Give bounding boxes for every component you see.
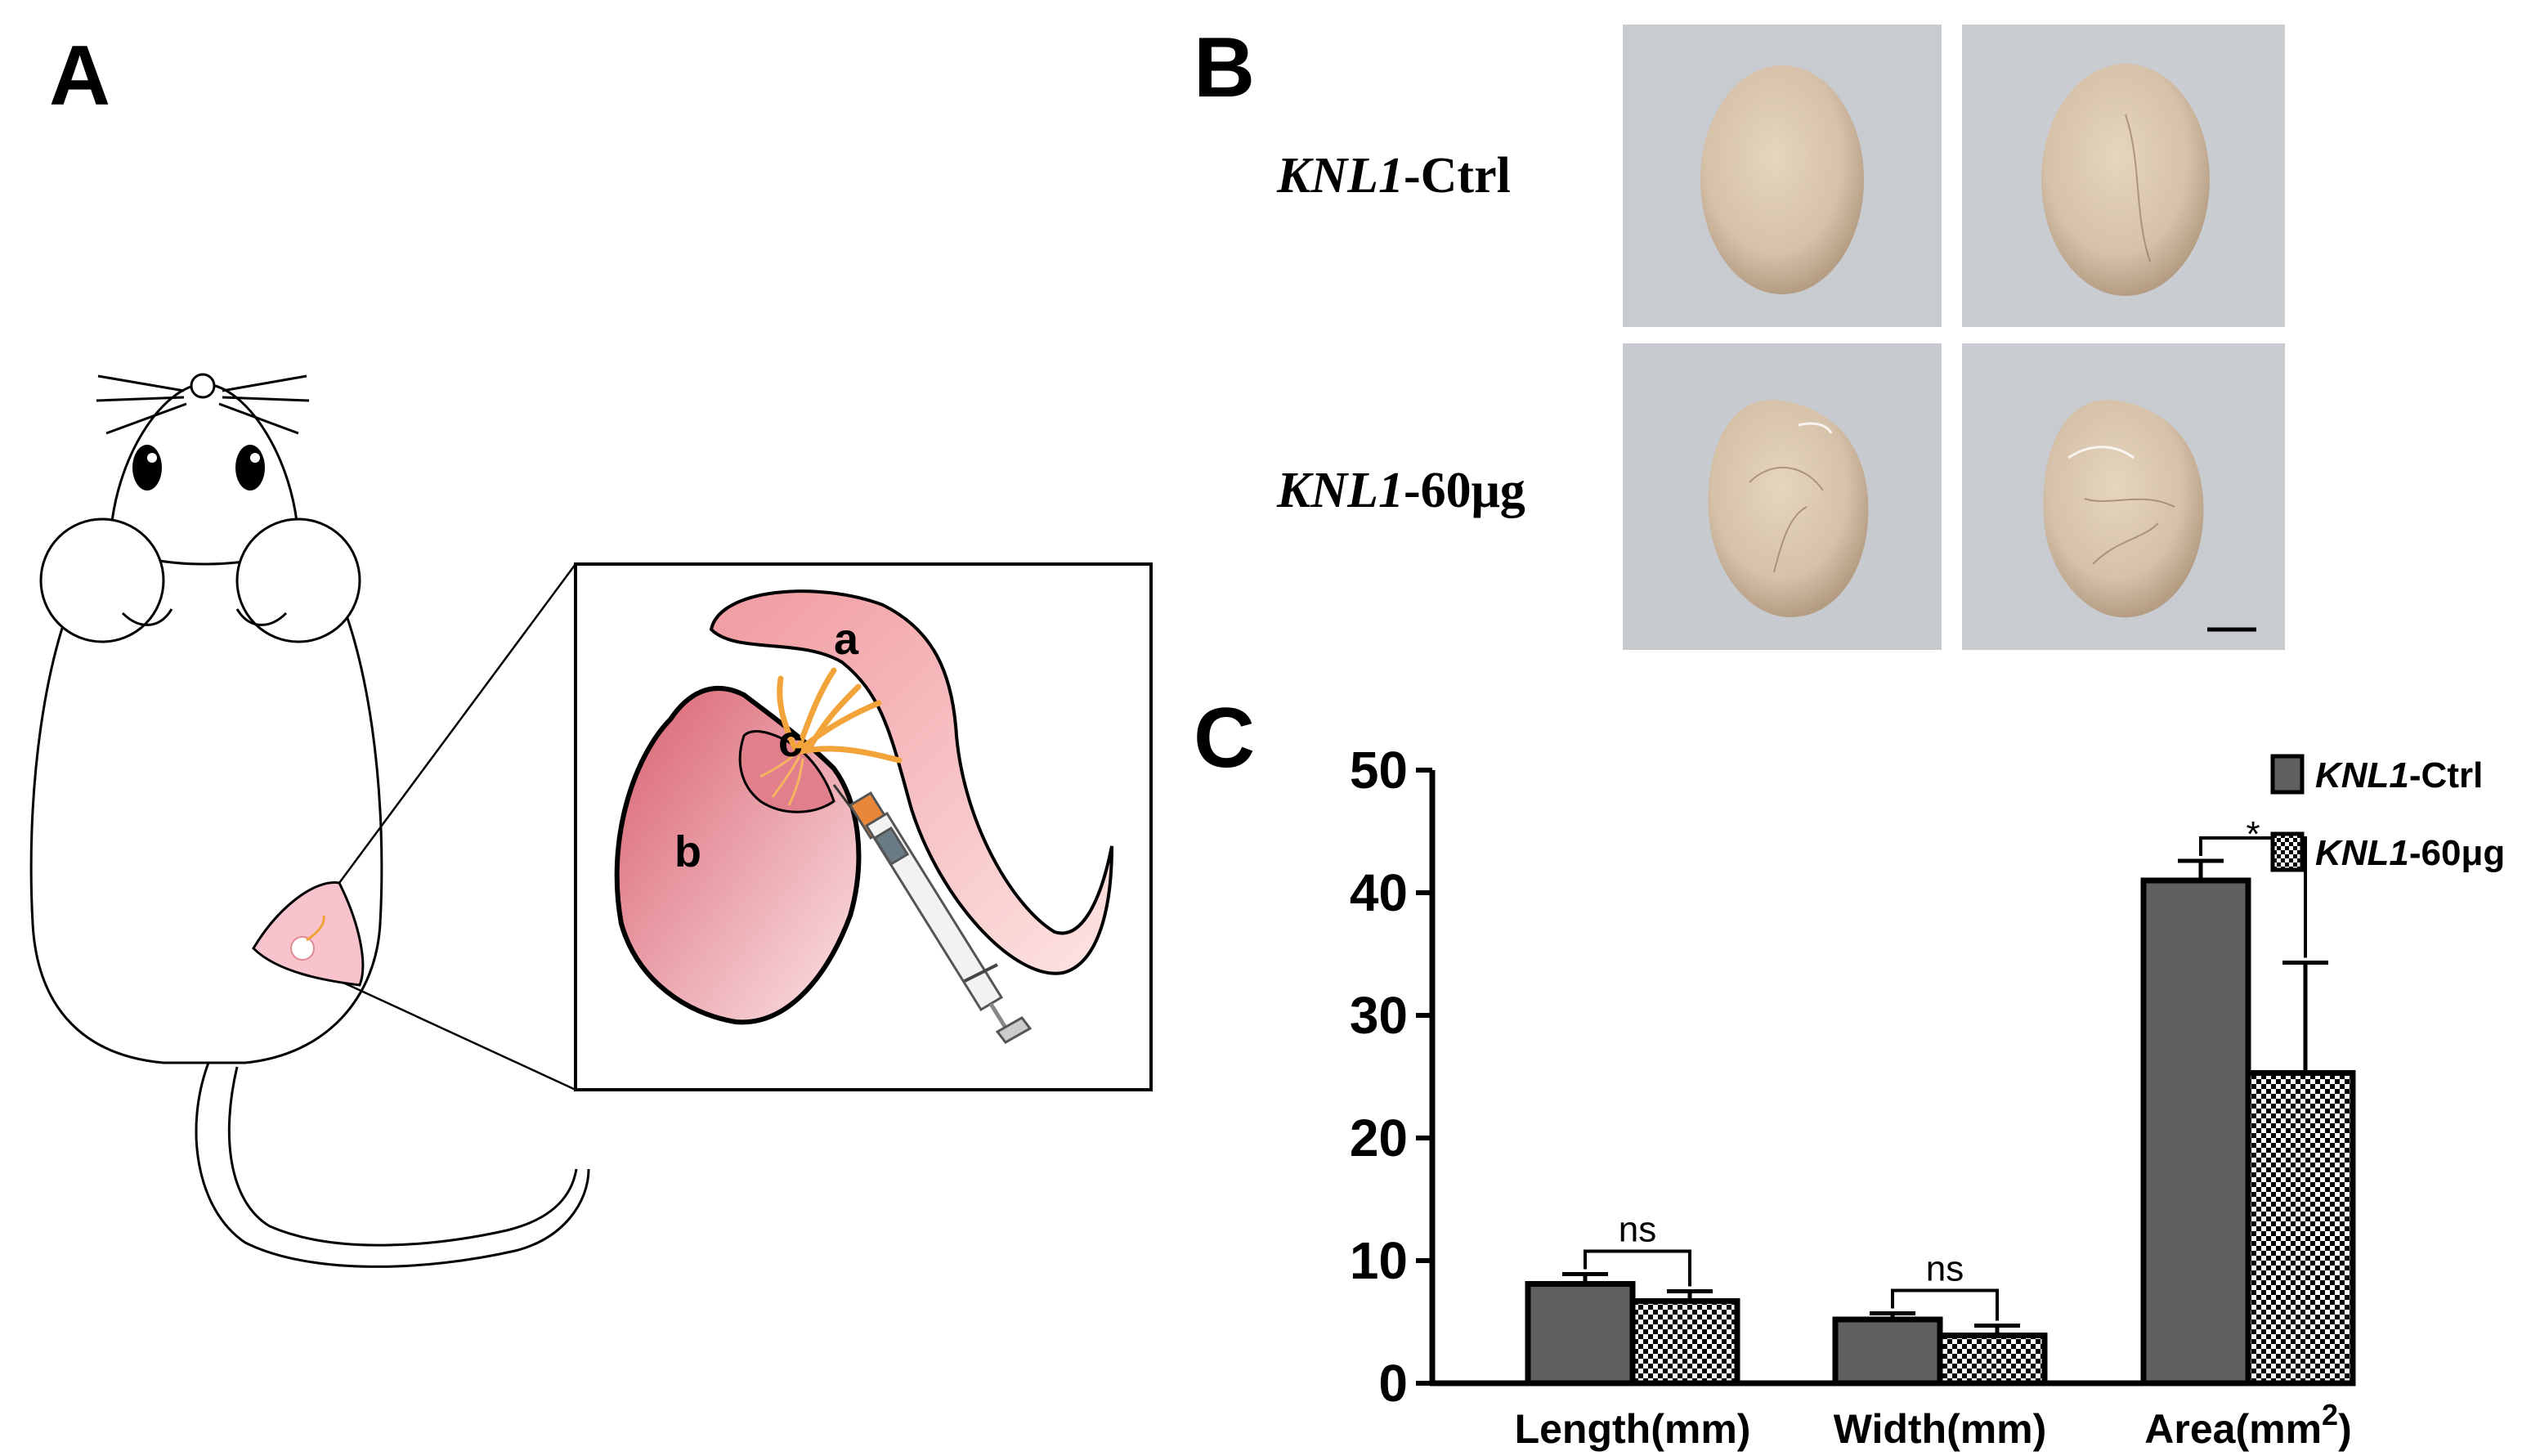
- legend-swatch-ctrl: [2270, 754, 2305, 795]
- legend-label-treat: KNL1-60μg: [2315, 833, 2505, 873]
- significance-bracket: [1891, 1288, 1999, 1321]
- y-tick-label: 30: [1350, 986, 1408, 1045]
- bar-treat: [1937, 1333, 2048, 1387]
- organ-ctrl-1: [1700, 65, 1864, 294]
- legend-label-ctrl: KNL1-Ctrl: [2315, 755, 2483, 795]
- inset-label-c: c: [778, 717, 803, 766]
- row2-label-gene: KNL1: [1276, 463, 1404, 518]
- y-tick-label: 50: [1350, 741, 1408, 800]
- organ-ctrl-2: [2041, 64, 2210, 296]
- bar-treat: [2245, 1070, 2356, 1387]
- mouse-eyes: [132, 445, 265, 491]
- mouse-region-dot: [290, 936, 315, 961]
- y-tick-label: 40: [1350, 863, 1408, 922]
- inset-label-a: a: [834, 615, 859, 664]
- panel-c-letter: C: [1194, 691, 1255, 786]
- chart-significance: ns ns *: [1584, 814, 2307, 1321]
- chart-legend: KNL1-Ctrl KNL1-60μg: [2270, 754, 2505, 873]
- bar-ctrl: [1832, 1316, 1943, 1387]
- inset-diagram: a b c: [614, 589, 1113, 1044]
- chart-error-bars: [1562, 858, 2328, 1336]
- y-tick-label: 20: [1350, 1109, 1408, 1167]
- chart-bars: [1525, 877, 2356, 1387]
- inset-label-b: b: [674, 827, 701, 876]
- chart-category-labels: Length(mm) Width(mm) Area(mm2): [1515, 1398, 2352, 1452]
- y-tick-label: 10: [1350, 1231, 1408, 1290]
- legend-swatch-treat: [2270, 831, 2305, 872]
- zoom-line-bottom: [343, 981, 576, 1091]
- zoom-line-top: [338, 563, 577, 884]
- bar-chart: 0 10 20 30 40 50 ns ns * Length(mm) Width(mm) Are…: [1350, 741, 2505, 1452]
- row2-label-suffix: -60μg: [1404, 463, 1525, 518]
- significance-label: ns: [1926, 1249, 1964, 1289]
- mouse-illustration: [29, 373, 590, 1268]
- x-category-label: Area(mm2): [2144, 1398, 2351, 1452]
- x-category-label: Length(mm): [1515, 1406, 1751, 1452]
- y-tick-label: 0: [1378, 1354, 1408, 1413]
- significance-label: *: [2246, 814, 2260, 854]
- significance-bracket: [2199, 836, 2307, 958]
- x-category-label: Width(mm): [1834, 1406, 2047, 1452]
- mouse-testis-region: [252, 881, 365, 987]
- mouse-region-vessel: [306, 915, 325, 942]
- panel-b-letter: B: [1194, 20, 1255, 115]
- row1-label-suffix: -Ctrl: [1404, 148, 1511, 204]
- bar-ctrl: [2140, 877, 2251, 1387]
- panel-a-letter: A: [49, 29, 110, 123]
- bar-ctrl: [1525, 1281, 1636, 1387]
- significance-bracket: [1584, 1249, 1691, 1287]
- row2-label: KNL1-60μg: [1276, 463, 1525, 518]
- organ-treat-1: [1708, 400, 1869, 617]
- photo-grid: [1623, 25, 2285, 650]
- row1-label-gene: KNL1: [1276, 148, 1404, 204]
- significance-label: ns: [1619, 1210, 1656, 1250]
- organ-treat-2: [2043, 400, 2204, 618]
- bar-treat: [1629, 1298, 1740, 1387]
- row1-label: KNL1-Ctrl: [1276, 148, 1511, 204]
